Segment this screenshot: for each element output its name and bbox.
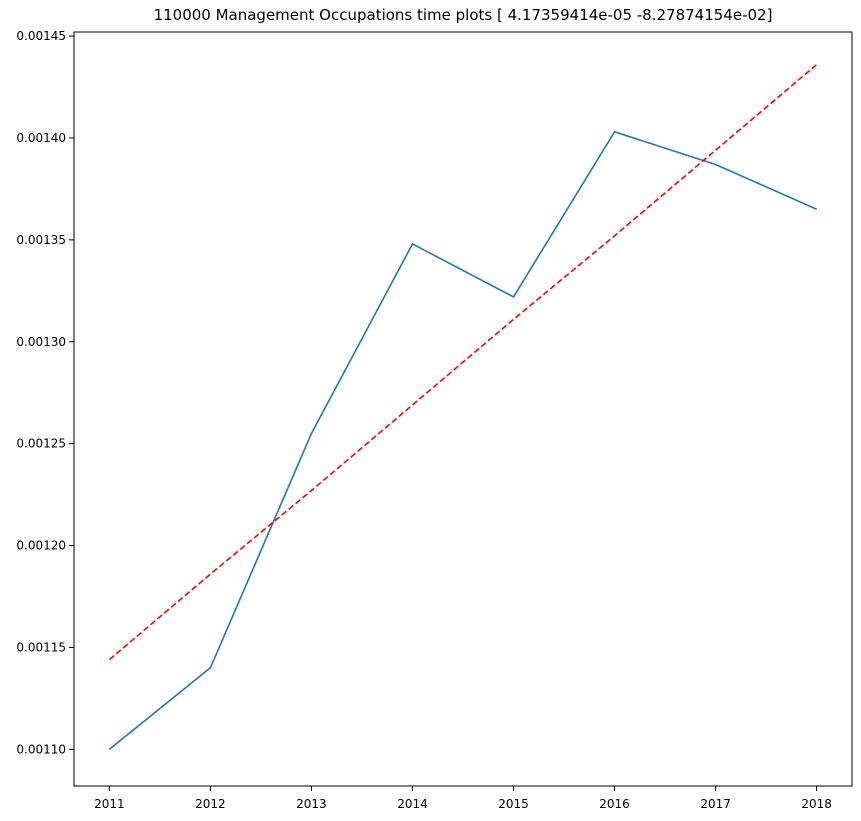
x-tick-label: 2011 bbox=[94, 797, 125, 811]
y-tick-label: 0.00130 bbox=[16, 335, 66, 349]
y-tick-label: 0.00120 bbox=[16, 539, 66, 553]
y-tick-label: 0.00115 bbox=[16, 640, 66, 654]
chart-title: 110000 Management Occupations time plots… bbox=[153, 6, 773, 24]
data-line bbox=[108, 130, 817, 750]
x-axis: 2011 2012 2013 2014 2015 2016 2017 2018 bbox=[94, 786, 832, 811]
y-tick-label: 0.00145 bbox=[16, 29, 66, 43]
x-tick-label: 2013 bbox=[296, 797, 327, 811]
y-tick-label: 0.00140 bbox=[16, 131, 66, 145]
y-tick-label: 0.00135 bbox=[16, 233, 66, 247]
x-tick-label: 2018 bbox=[801, 797, 832, 811]
x-tick-label: 2016 bbox=[599, 797, 630, 811]
x-tick-label: 2014 bbox=[397, 797, 428, 811]
y-tick-label: 0.00110 bbox=[16, 742, 66, 756]
y-axis: 0.00110 0.00115 0.00120 0.00125 0.00130 0.001… bbox=[16, 29, 74, 756]
x-tick-label: 2015 bbox=[498, 797, 529, 811]
y-tick-label: 0.00125 bbox=[16, 437, 66, 451]
x-tick-label: 2012 bbox=[195, 797, 226, 811]
plot-area bbox=[73, 31, 853, 787]
series-layer bbox=[108, 63, 818, 750]
x-tick-label: 2017 bbox=[700, 797, 731, 811]
trend-line bbox=[108, 63, 818, 661]
